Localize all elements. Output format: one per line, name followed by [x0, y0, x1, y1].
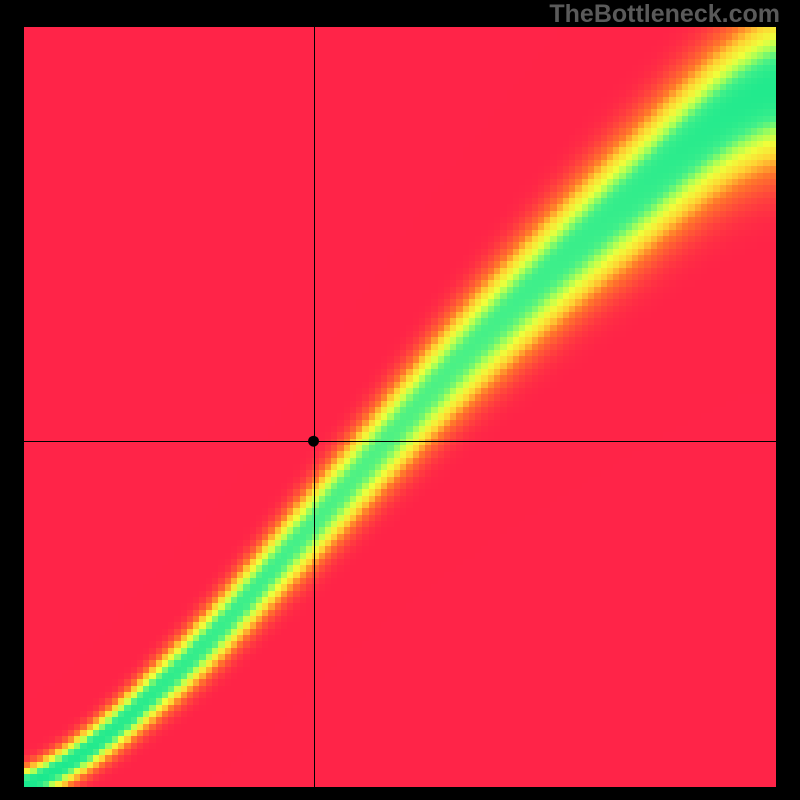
watermark-text: TheBottleneck.com [549, 0, 780, 29]
chart-container: TheBottleneck.com [0, 0, 800, 800]
bottleneck-heatmap [24, 27, 776, 787]
